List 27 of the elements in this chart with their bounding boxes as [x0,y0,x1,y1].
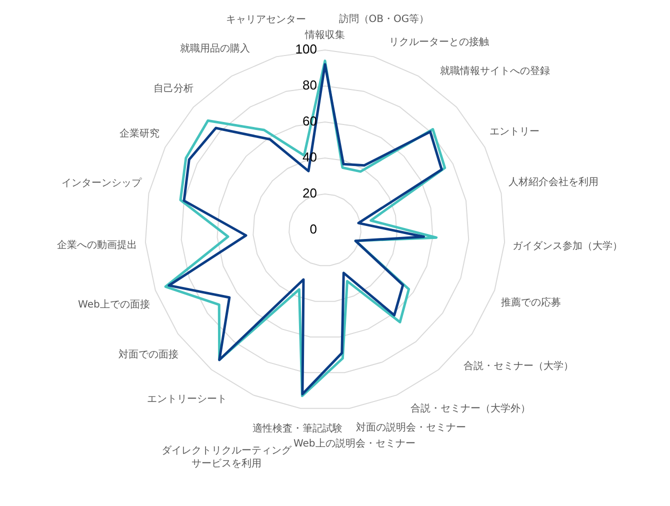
spoke-label: リクルーターとの接触 [389,36,490,48]
spoke-label: 推薦での応募 [500,296,561,309]
y-tick-label: 20 [302,186,317,201]
y-tick-label: 100 [295,42,317,57]
y-tick-label: 0 [310,222,317,237]
spoke-label: 人材紹介会社を利用 [508,176,598,188]
spoke-label: Web上の説明会・セミナー [293,437,416,450]
spoke-label: 情報収集 [304,29,345,42]
spoke-label: Web上での面接 [78,298,150,311]
spoke-label: エントリー [489,126,540,138]
spoke-label: インターンシップ [61,177,142,190]
spoke-label: ダイレクトリクルーティングサービスを利用 [161,444,292,470]
spoke-label: 企業への動画提出 [57,239,138,252]
y-tick-label: 80 [302,78,317,93]
spoke-label: 就職用品の購入 [180,42,250,55]
spoke-label: ガイダンス参加（大学） [512,240,623,252]
spoke-label: 適性検査・筆記試験 [252,422,343,434]
spoke-label: 企業研究 [120,128,160,140]
spoke-label: 自己分析 [154,82,194,94]
spoke-label: 対面での面接 [118,348,178,360]
spoke-label: 訪問（OB・OG等） [338,13,430,26]
spoke-label: 合説・セミナー（大学外） [410,402,531,415]
spoke-label: 対面の説明会・セミナー [356,422,466,434]
spoke-label: 就職情報サイトへの登録 [440,64,550,77]
spoke-label: エントリーシート [147,394,228,405]
spoke-label: 合説・セミナー（大学） [463,360,574,372]
spoke-label: キャリアセンター [226,14,306,26]
